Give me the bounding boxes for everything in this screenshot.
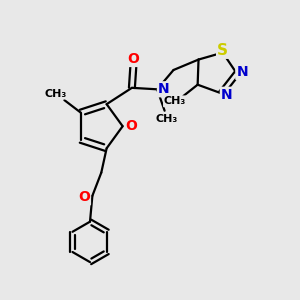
Text: CH₃: CH₃	[156, 114, 178, 124]
Text: O: O	[125, 119, 137, 133]
Text: O: O	[128, 52, 139, 66]
Text: S: S	[217, 43, 228, 58]
Text: O: O	[78, 190, 90, 204]
Text: N: N	[236, 65, 248, 79]
Text: N: N	[158, 82, 170, 96]
Text: CH₃: CH₃	[164, 96, 186, 106]
Text: CH₃: CH₃	[44, 88, 67, 99]
Text: N: N	[221, 88, 232, 102]
